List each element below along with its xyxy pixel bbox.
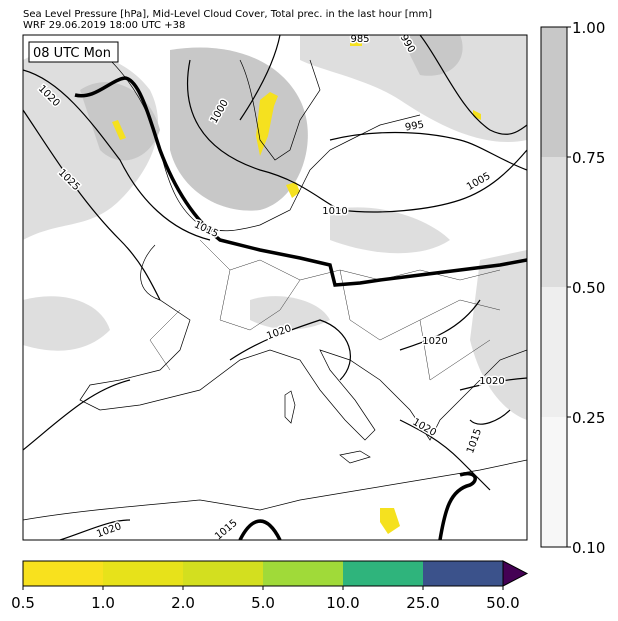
time-label: 08 UTC Mon	[33, 46, 111, 61]
contour-label: 1010	[322, 206, 347, 217]
colorbar-tick-label: 10.0	[326, 594, 359, 612]
time-box	[28, 41, 119, 63]
colorbar-tick-label: 0.5	[11, 594, 35, 612]
colorbar-tick-label: 0.25	[572, 409, 605, 427]
colorbar-segment	[103, 561, 183, 586]
colorbar-segment	[541, 27, 567, 157]
colorbar-segment	[423, 561, 503, 586]
colorbar-tick-label: 0.50	[572, 279, 605, 297]
colorbar-segment	[541, 287, 567, 417]
map-frame	[22, 34, 528, 541]
colorbar-tick-label: 5.0	[251, 594, 275, 612]
colorbar-segment	[343, 561, 423, 586]
colorbar-tick-label: 1.00	[572, 19, 605, 37]
colorbar-segment	[263, 561, 343, 586]
colorbar-tick-label: 0.10	[572, 539, 605, 557]
colorbar-segment	[541, 157, 567, 287]
colorbar-segment	[183, 561, 263, 586]
isobars	[23, 35, 527, 540]
colorbar-tick-label: 25.0	[406, 594, 439, 612]
contour-label: 995	[404, 119, 425, 133]
colorbar-segment	[23, 561, 103, 586]
colorbar-extend	[502, 560, 529, 587]
contour-label: 985	[350, 34, 369, 45]
contour-label: 1020	[479, 376, 504, 387]
subtitle: WRF 29.06.2019 18:00 UTC +38	[23, 20, 185, 31]
colorbar-segment	[541, 417, 567, 547]
title: Sea Level Pressure [hPa], Mid-Level Clou…	[23, 9, 432, 20]
contour-label: 1020	[422, 336, 447, 347]
precipitation	[112, 40, 481, 534]
colorbar-tick-label: 50.0	[486, 594, 519, 612]
colorbar-tick-label: 1.0	[91, 594, 115, 612]
cloud-cover	[23, 35, 527, 420]
colorbar-tick-label: 2.0	[171, 594, 195, 612]
borders	[149, 239, 501, 381]
colorbar-tick-label: 0.75	[572, 149, 605, 167]
